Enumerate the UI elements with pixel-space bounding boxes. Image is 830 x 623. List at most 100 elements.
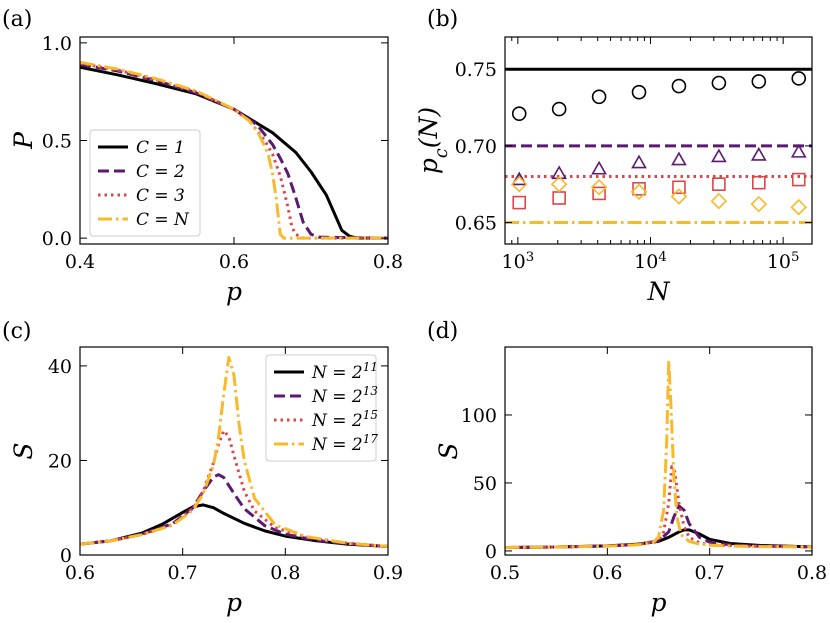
ytick-label-a-1: 0.5 (42, 131, 72, 153)
marker-b-0-2 (591, 89, 607, 105)
xtick-label-a-2: 0.8 (373, 251, 403, 273)
marker-b-2-1 (552, 191, 566, 205)
marker-b-2-3 (632, 182, 646, 196)
ylabel-c: S (9, 442, 38, 459)
xtick-label-b-0: 103 (502, 250, 535, 274)
xtick-label-c-2: 0.8 (270, 562, 300, 584)
series-b-1 (511, 143, 807, 186)
ytick-label-c-1: 20 (48, 450, 72, 472)
series-line-c-0 (80, 503, 388, 548)
marker-b-1-7 (790, 143, 807, 158)
marker-b-0-7 (791, 71, 807, 86)
xtick-label-a-0: 0.4 (65, 251, 95, 273)
panel-label-b: (b) (427, 7, 458, 32)
marker-b-0-4 (671, 78, 687, 94)
marker-b-1-2 (591, 160, 607, 175)
marker-b-1-4 (671, 151, 687, 166)
panel-d: 0.5 0.6 0.7 0.8 0 50 100 p S (d) (427, 319, 827, 617)
marker-b-0-5 (711, 75, 727, 91)
xlabel-c: p (226, 588, 242, 617)
series-line-d-3 (505, 359, 812, 550)
series-line-a-3 (80, 60, 388, 240)
marker-b-0-6 (751, 74, 767, 89)
xtick-label-d-0: 0.5 (490, 562, 520, 584)
marker-b-3-7 (790, 198, 808, 216)
axes-frame-d (504, 346, 813, 556)
marker-b-2-6 (752, 175, 766, 190)
ytick-label-d-2: 100 (461, 405, 497, 427)
xtick-label-b-1: 104 (634, 250, 667, 274)
marker-b-1-1 (551, 165, 568, 180)
panel-label-d: (d) (427, 319, 458, 344)
xtick-label-d-2: 0.7 (695, 562, 725, 584)
ytick-label-d-1: 50 (473, 473, 497, 495)
marker-b-3-1 (550, 175, 568, 193)
plot-area-a (80, 60, 388, 240)
series-b-0 (511, 71, 807, 121)
marker-b-3-3 (630, 183, 648, 201)
ytick-label-c-0: 0 (60, 545, 72, 567)
marker-b-1-0 (511, 171, 528, 186)
series-b-2 (512, 172, 806, 210)
marker-b-2-2 (592, 186, 606, 201)
axes-frame-c (79, 346, 389, 556)
series-line-c-3 (80, 355, 388, 548)
xlabel-b: N (647, 277, 671, 306)
legend-box-c (265, 354, 377, 462)
marker-b-0-0 (511, 106, 527, 121)
xtick-label-a-1: 0.6 (219, 251, 249, 273)
marker-b-3-0 (510, 175, 528, 193)
marker-b-3-5 (710, 192, 728, 210)
marker-b-2-5 (712, 177, 726, 191)
ylabel-b: pc(N) (414, 107, 452, 174)
xtick-label-c-0: 0.6 (65, 562, 95, 584)
ylabel-d: S (434, 442, 463, 459)
xtick-label-c-1: 0.7 (168, 562, 198, 584)
legend-box-a (89, 129, 201, 237)
ytick-label-b-2: 0.75 (455, 59, 497, 81)
marker-b-2-0 (512, 195, 527, 210)
marker-b-0-3 (631, 84, 647, 100)
marker-b-3-4 (670, 188, 688, 205)
panel-b: 103 104 105 0.65 0.70 0.75 Npc(N) (b) (414, 7, 813, 306)
legend-label-a-1: C = 2 (136, 162, 185, 182)
plot-area-b (505, 67, 812, 225)
marker-b-3-2 (590, 178, 608, 196)
legend-label-a-3: C = N (136, 210, 190, 230)
legend-a: C = 1 C = 2 C = 3 C = N (89, 129, 201, 237)
marker-b-1-5 (710, 148, 727, 163)
series-b-3 (510, 175, 808, 216)
ytick-label-b-0: 0.65 (455, 213, 497, 235)
ytick-label-d-0: 0 (485, 541, 497, 563)
legend-label-c-1: N = 213 (311, 384, 378, 407)
marker-b-1-6 (750, 146, 767, 161)
series-line-c-1 (80, 473, 388, 548)
legend-label-c-2: N = 215 (311, 408, 378, 431)
legend-label-a-0: C = 1 (136, 138, 185, 158)
plot-area-d (505, 359, 812, 550)
legend-label-c-0: N = 211 (311, 360, 378, 383)
marker-b-2-7 (791, 172, 806, 187)
ytick-label-a-0: 0.0 (42, 228, 72, 250)
series-line-d-1 (505, 504, 812, 550)
xtick-label-d-3: 0.8 (797, 562, 827, 584)
panel-label-c: (c) (2, 319, 32, 344)
ylabel-a: P (9, 131, 38, 150)
xlabel-d: p (650, 588, 666, 617)
ytick-label-c-2: 40 (48, 356, 72, 378)
plot-area-c (80, 355, 388, 548)
xtick-label-c-3: 0.9 (373, 562, 403, 584)
marker-b-1-3 (631, 154, 647, 169)
panel-label-a: (a) (2, 7, 32, 32)
xtick-label-b-2: 105 (767, 250, 800, 274)
legend-label-a-2: C = 3 (136, 186, 185, 206)
panel-a: 0.4 0.6 0.80.00.51.0pP(a)C = 1C = 2C = 3C … (2, 7, 403, 306)
marker-b-0-1 (551, 101, 567, 117)
legend-label-c-3: N = 217 (311, 432, 378, 455)
marker-b-2-4 (672, 180, 686, 195)
marker-b-3-6 (750, 195, 768, 213)
ytick-label-b-1: 0.70 (455, 136, 497, 158)
